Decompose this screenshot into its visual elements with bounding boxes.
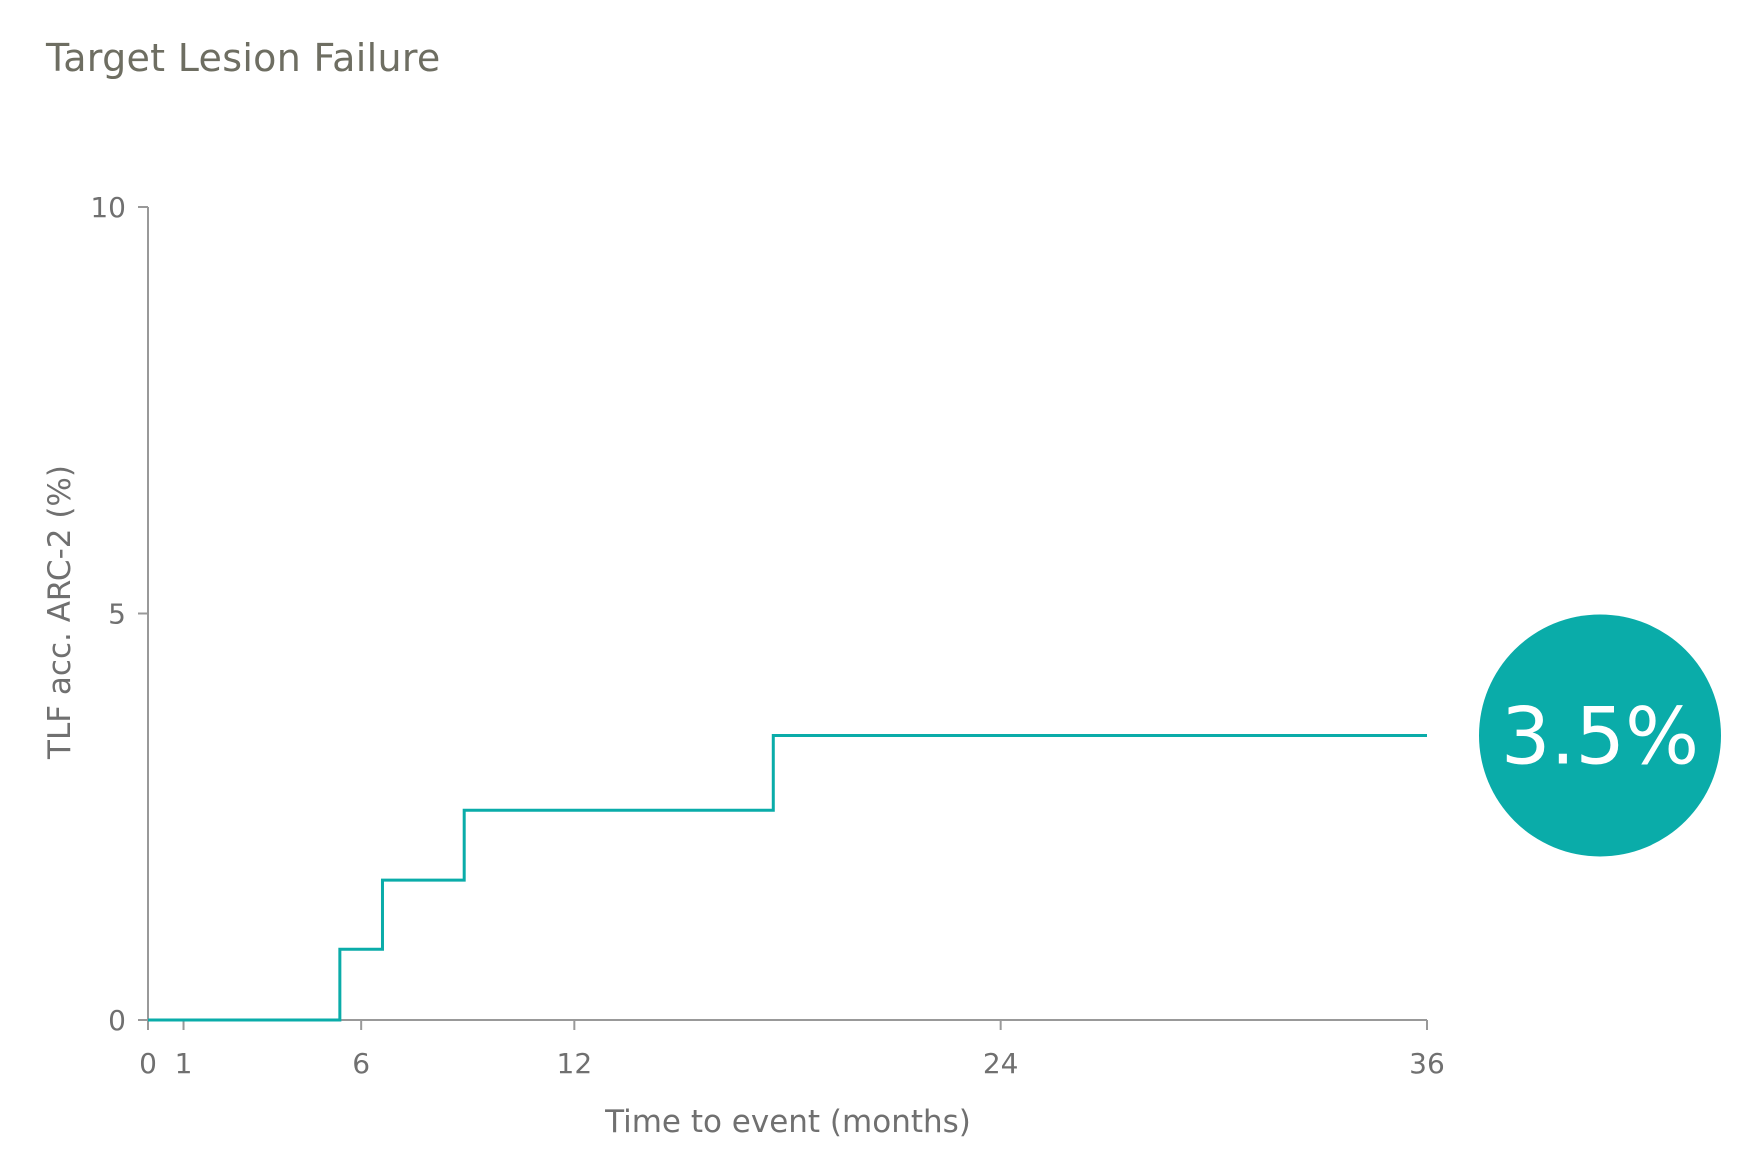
x-tick-label: 36 (1409, 1047, 1445, 1080)
y-axis-title: TLF acc. ARC-2 (%) (42, 465, 78, 760)
x-ticks: 0 1 6 12 24 36 (139, 1020, 1445, 1080)
x-axis-title: Time to event (months) (604, 1104, 971, 1140)
y-tick-label: 0 (108, 1004, 126, 1037)
axes (147, 207, 1427, 1021)
result-callout-text: 3.5% (1501, 692, 1699, 782)
series-line (148, 733, 1427, 1022)
result-callout: 3.5% (1479, 614, 1721, 857)
x-tick-label: 6 (352, 1047, 370, 1080)
y-ticks: 0 5 10 (90, 191, 148, 1037)
x-tick-label: 24 (983, 1047, 1019, 1080)
result-callout-circle (1479, 614, 1721, 857)
chart-title: Target Lesion Failure (46, 36, 441, 80)
x-tick-label: 12 (557, 1047, 593, 1080)
x-tick-label: 1 (175, 1047, 193, 1080)
series-group (148, 733, 1427, 1022)
y-tick-label: 10 (90, 191, 126, 224)
y-tick-label: 5 (108, 598, 126, 631)
x-tick-label: 0 (139, 1047, 157, 1080)
